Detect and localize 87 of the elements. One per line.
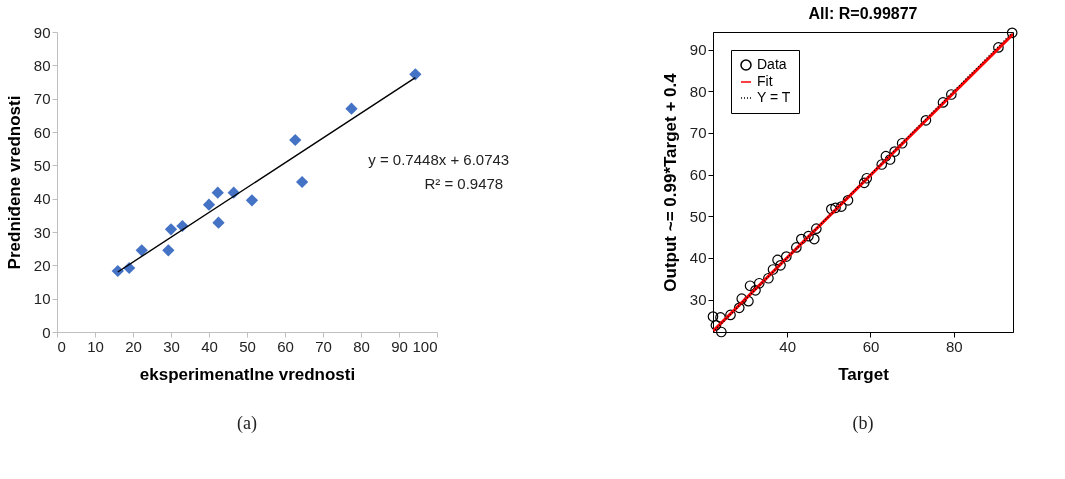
chart-title: All: R=0.99877 [808,4,918,22]
point [289,133,302,147]
point [803,230,814,242]
point [135,244,148,257]
y-tick-label: 70 [33,90,51,108]
point [889,146,901,157]
y-tick-label: 30 [33,223,51,241]
x-tick-label: 40 [779,337,797,355]
annotation: y = 0.7448x + 6.0743 [368,150,510,168]
y-tick-label: 80 [689,82,707,100]
point [767,264,779,275]
x-tick-label: 60 [862,337,880,355]
point [725,309,736,321]
point [880,150,892,162]
y-tick-label: 60 [33,123,51,141]
text: (a) [237,413,257,434]
y-tick-label: 40 [689,249,707,267]
y-tick-label: 10 [33,290,51,308]
point [211,186,224,199]
point [945,89,957,100]
y-tick-label: 30 [689,291,707,308]
point [736,293,748,304]
point [710,320,722,331]
point [830,202,841,214]
point [876,159,888,170]
point [753,277,765,289]
point [858,177,870,189]
legend-label: Fit [757,73,773,89]
y-tick-label: 50 [689,207,707,225]
point [780,251,792,262]
x-tick-label: 20 [125,337,142,355]
y-tick-label: 50 [33,156,51,174]
x-tick-label: 40 [201,337,218,355]
y-tick-label: 20 [33,256,51,274]
point [345,102,358,115]
y-tick-label: 60 [689,166,707,183]
x-tick-label: 90 [391,337,408,355]
y-tick-label: 40 [33,190,51,208]
x-axis-title: Target [838,364,890,384]
point [750,285,761,296]
point [763,272,774,284]
point [1006,27,1018,39]
x-tick-label: 0 [57,337,66,355]
x-tick-label: 30 [163,337,180,355]
y-tick-label: 0 [42,323,51,341]
point [409,68,422,81]
y-tick-label: 90 [689,41,707,58]
y-tick-label: 80 [33,56,51,74]
point [744,280,756,292]
x-tick-label: 70 [315,337,332,355]
x-tick-label: 60 [277,337,294,355]
point [835,201,847,212]
point [842,195,854,206]
x-tick-label: 50 [239,337,256,355]
x-tick-label: 100 [412,337,438,355]
point [743,295,754,307]
point [808,233,820,245]
y-axis-title: Predniđene vrednosti [4,95,24,270]
point [245,194,259,207]
point [715,326,727,338]
point [162,244,175,257]
point [707,311,719,322]
y-tick-label: 70 [689,124,707,142]
annotation: R² = 0.9478 [424,174,504,192]
x-tick-label: 80 [945,337,963,355]
point [733,302,745,314]
point [920,115,932,126]
point [202,198,216,211]
point [937,97,949,108]
x-tick-label: 80 [353,337,370,355]
x-tick-label: 10 [87,337,104,355]
legend-label: Y = T [757,89,791,105]
point [212,216,225,229]
point [861,172,873,184]
point [810,223,822,234]
y-axis-title: Output ~= 0.99*Target + 0.4 [660,72,680,292]
point [896,137,908,149]
legend-label: Data [757,56,787,72]
point [884,154,896,165]
y-tick-label: 90 [33,23,51,41]
point [993,42,1004,53]
point [164,223,178,236]
text: (b) [852,413,874,434]
point [295,175,309,189]
x-axis-title: eksperimenatlne vrednosti [139,364,356,384]
point [790,242,802,253]
point [775,260,786,271]
